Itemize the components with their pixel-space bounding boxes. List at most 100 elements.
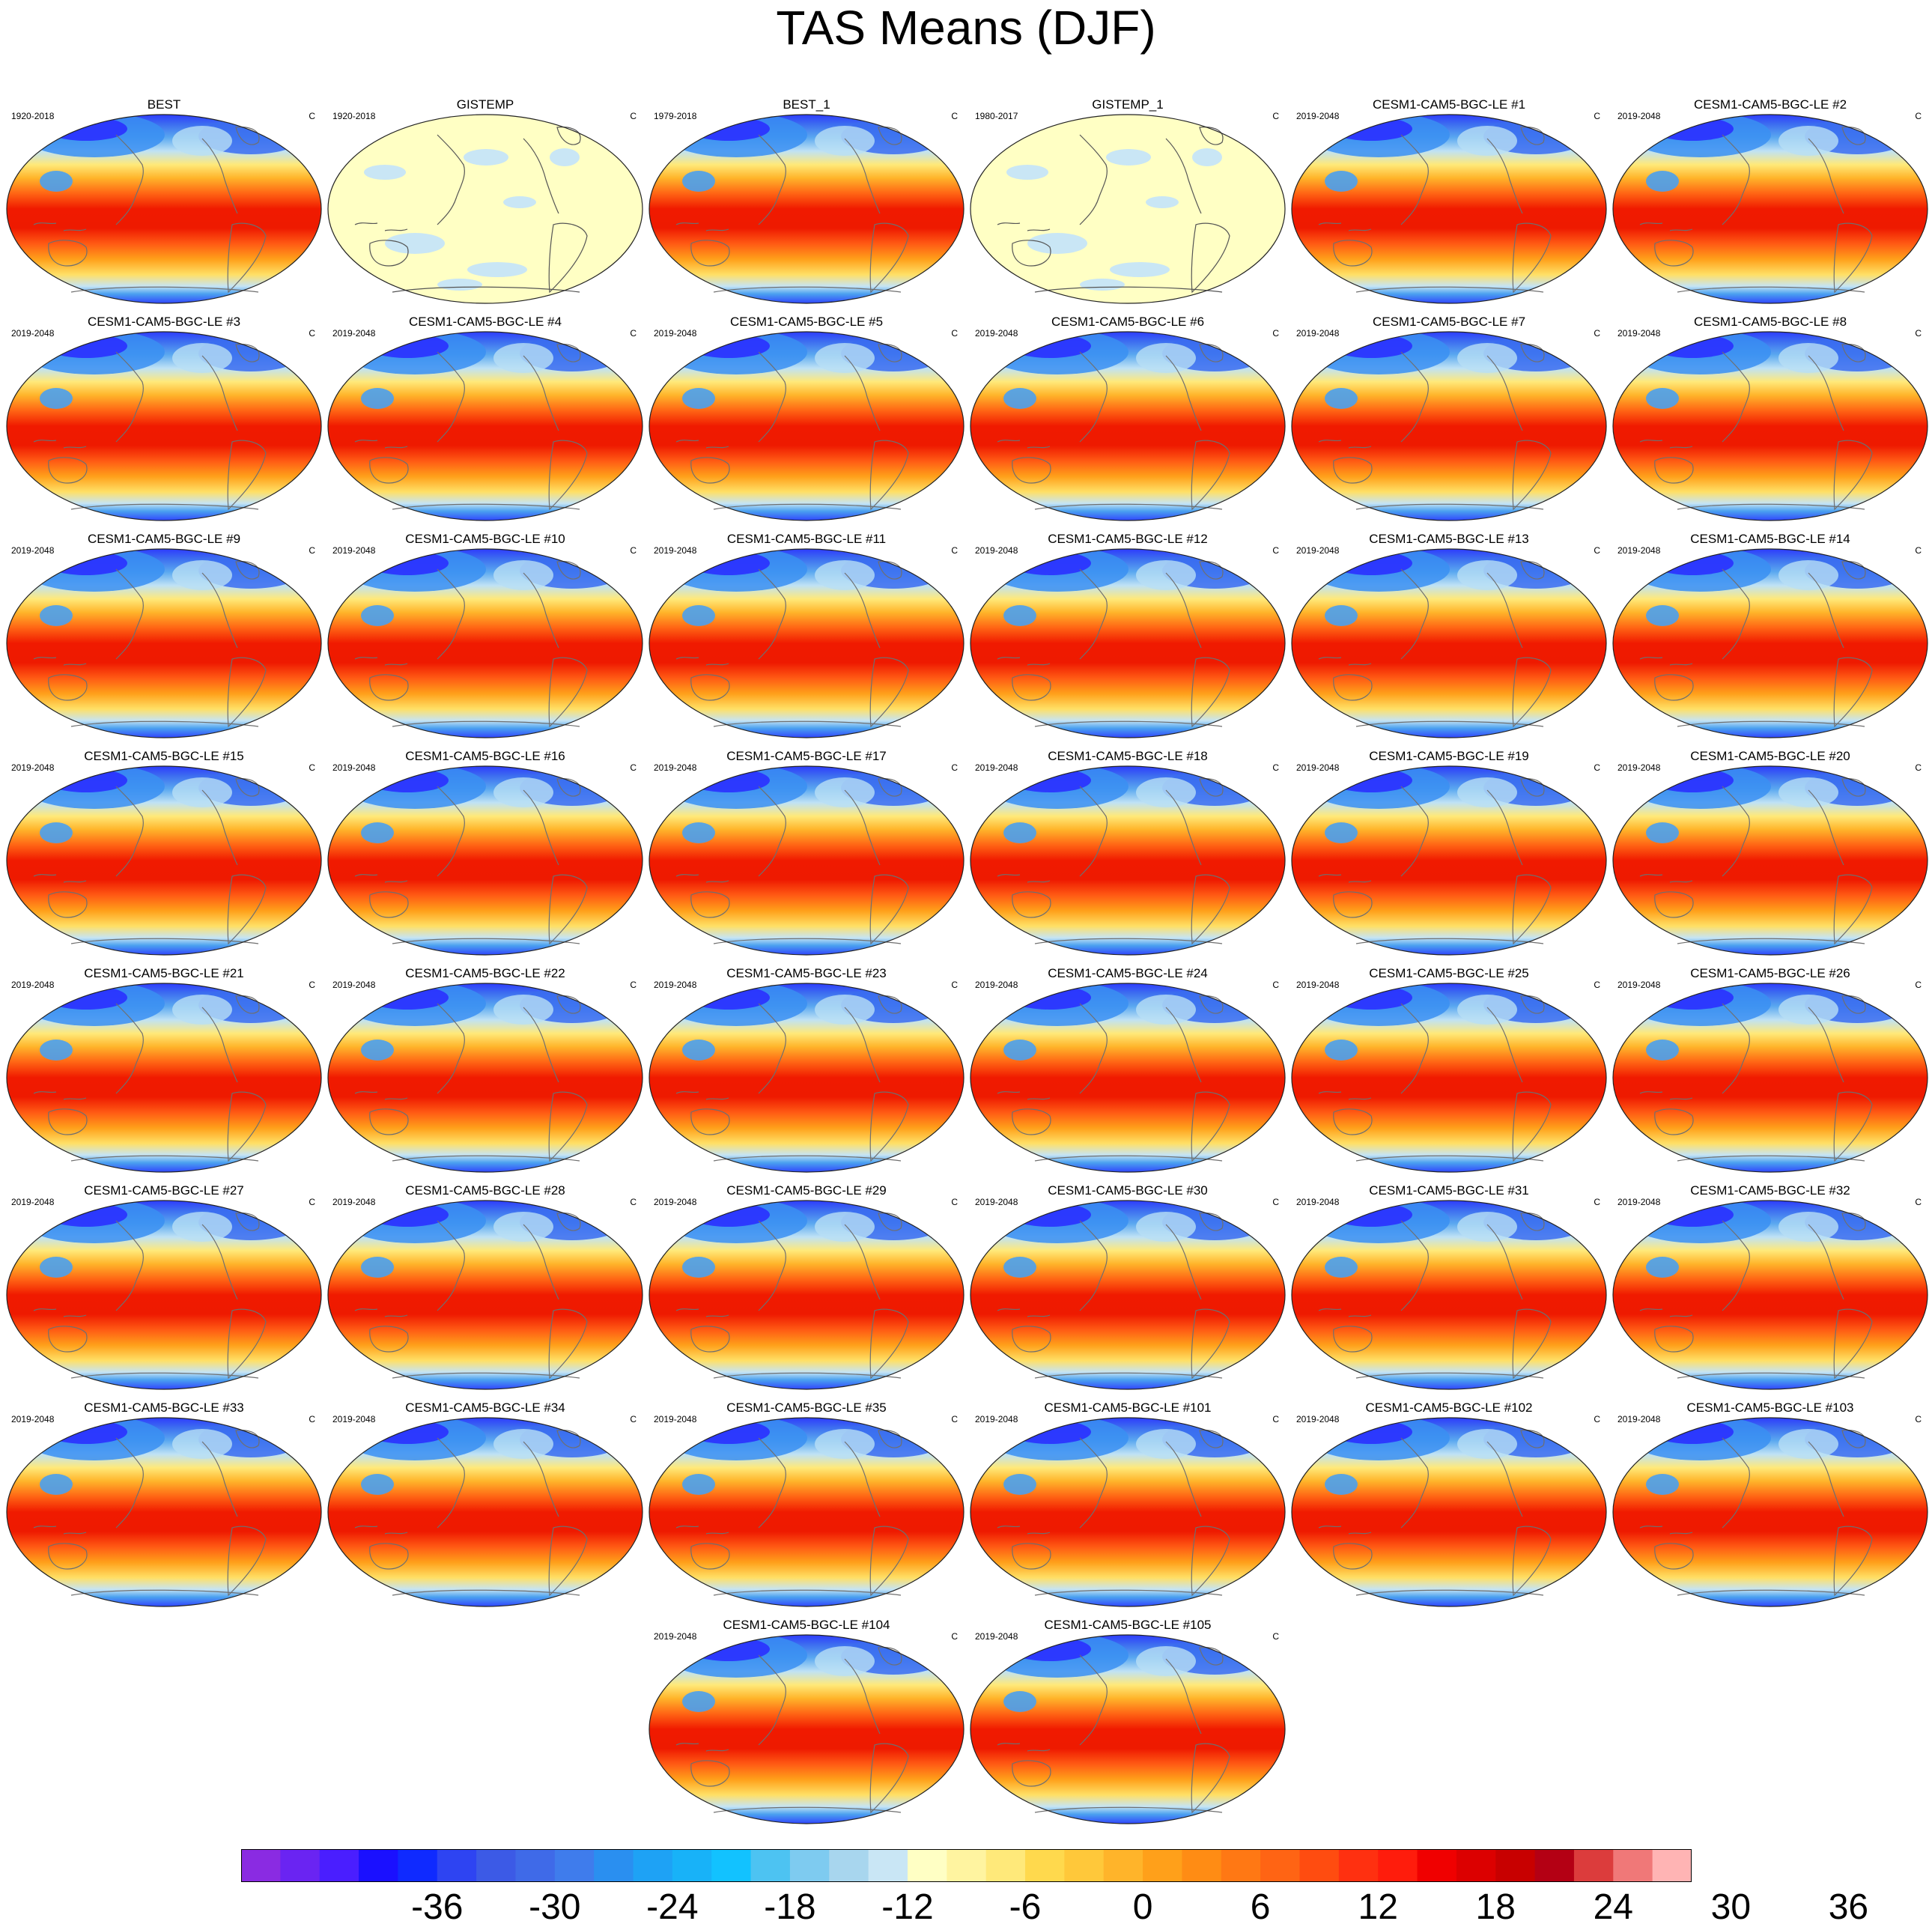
panel-title: CESM1-CAM5-BGC-LE #7: [1372, 315, 1526, 329]
panel-years: 2019-2048: [1296, 1414, 1340, 1424]
coastlines: [675, 1647, 909, 1814]
panel-units: C: [1594, 545, 1600, 556]
map-panel: CESM1-CAM5-BGC-LE #104 2019-2048 C: [646, 1616, 967, 1826]
coastlines: [1639, 344, 1873, 511]
panel-title: CESM1-CAM5-BGC-LE #24: [1048, 966, 1208, 980]
coastlines: [1318, 995, 1552, 1162]
map-border: [970, 331, 1286, 521]
colorbar-swatch: [1103, 1849, 1143, 1882]
robinson-map: [1291, 765, 1607, 956]
panel-years: 2019-2048: [11, 1414, 55, 1424]
colorbar-tick-label: -24: [646, 1887, 699, 1927]
map-panel: CESM1-CAM5-BGC-LE #19 2019-2048 C: [1289, 747, 1609, 957]
panel-title: CESM1-CAM5-BGC-LE #20: [1690, 749, 1850, 763]
panel-units: C: [951, 1631, 958, 1642]
robinson-map: [970, 1417, 1286, 1607]
panel-years: 2019-2048: [975, 1197, 1018, 1207]
panel-years: 1920-2018: [11, 111, 55, 121]
colorbar-swatch: [1456, 1849, 1496, 1882]
map-border: [6, 983, 322, 1173]
colorbar-swatch: [554, 1849, 595, 1882]
coastlines: [354, 1213, 588, 1380]
robinson-map: [327, 1417, 643, 1607]
panel-title: CESM1-CAM5-BGC-LE #14: [1690, 532, 1850, 546]
panel-years: 1979-2018: [654, 111, 697, 121]
colorbar-swatch: [750, 1849, 791, 1882]
panel-units: C: [951, 111, 958, 121]
colorbar-swatch: [633, 1849, 673, 1882]
panel-title: CESM1-CAM5-BGC-LE #12: [1048, 532, 1208, 546]
map-panel: CESM1-CAM5-BGC-LE #26 2019-2048 C: [1610, 965, 1931, 1174]
panel-years: 2019-2048: [1617, 762, 1661, 773]
robinson-map: [970, 1634, 1286, 1824]
map-panel: CESM1-CAM5-BGC-LE #14 2019-2048 C: [1610, 530, 1931, 740]
map-panel: CESM1-CAM5-BGC-LE #15 2019-2048 C: [4, 747, 324, 957]
map-panel: GISTEMP 1920-2018 C: [325, 96, 645, 306]
map-border: [327, 331, 643, 521]
robinson-map: [1612, 1417, 1928, 1607]
panel-years: 2019-2048: [975, 762, 1018, 773]
colorbar-tick-label: 24: [1593, 1887, 1633, 1927]
panel-years: 2019-2048: [654, 1197, 697, 1207]
panel-units: C: [1594, 980, 1600, 990]
map-border: [648, 983, 965, 1173]
colorbar-swatch: [907, 1849, 947, 1882]
map-panel: CESM1-CAM5-BGC-LE #23 2019-2048 C: [646, 965, 967, 1174]
map-border: [6, 114, 322, 304]
panel-title: CESM1-CAM5-BGC-LE #33: [84, 1401, 244, 1415]
coastlines: [354, 561, 588, 728]
colorbar-swatch: [437, 1849, 477, 1882]
panel-units: C: [1272, 762, 1279, 773]
panel-years: 2019-2048: [332, 980, 376, 990]
coastlines: [997, 561, 1230, 728]
robinson-map: [648, 983, 965, 1173]
robinson-map: [648, 1417, 965, 1607]
panel-title: CESM1-CAM5-BGC-LE #28: [405, 1183, 565, 1198]
map-panel: CESM1-CAM5-BGC-LE #7 2019-2048 C: [1289, 313, 1609, 523]
panel-units: C: [630, 328, 637, 339]
robinson-map: [6, 1200, 322, 1390]
colorbar-swatch: [476, 1849, 516, 1882]
coastlines: [354, 778, 588, 945]
map-panel: CESM1-CAM5-BGC-LE #24 2019-2048 C: [967, 965, 1288, 1174]
coastlines: [997, 344, 1230, 511]
panel-years: 2019-2048: [1296, 111, 1340, 121]
colorbar-frame: [241, 1849, 1692, 1882]
robinson-map: [327, 331, 643, 521]
coastlines: [997, 1647, 1230, 1814]
robinson-map: [970, 1200, 1286, 1390]
coastlines: [1318, 1430, 1552, 1597]
map-border: [327, 1417, 643, 1607]
map-panel: CESM1-CAM5-BGC-LE #1 2019-2048 C: [1289, 96, 1609, 306]
coastlines: [33, 778, 267, 945]
colorbar-tick-label: -30: [529, 1887, 581, 1927]
map-panel: CESM1-CAM5-BGC-LE #27 2019-2048 C: [4, 1182, 324, 1392]
map-border: [327, 983, 643, 1173]
robinson-map: [648, 1634, 965, 1824]
colorbar-swatch: [515, 1849, 556, 1882]
panel-years: 2019-2048: [332, 762, 376, 773]
map-panel: CESM1-CAM5-BGC-LE #105 2019-2048 C: [967, 1616, 1288, 1826]
colorbar-swatch: [1378, 1849, 1418, 1882]
colorbar-swatch: [1613, 1849, 1653, 1882]
robinson-map: [648, 1200, 965, 1390]
map-panel: CESM1-CAM5-BGC-LE #33 2019-2048 C: [4, 1399, 324, 1609]
coastlines: [675, 1213, 909, 1380]
map-panel: CESM1-CAM5-BGC-LE #102 2019-2048 C: [1289, 1399, 1609, 1609]
panel-units: C: [309, 328, 315, 339]
robinson-map: [970, 114, 1286, 304]
colorbar-swatch: [1143, 1849, 1182, 1882]
coastlines: [354, 127, 588, 294]
map-panel: CESM1-CAM5-BGC-LE #31 2019-2048 C: [1289, 1182, 1609, 1392]
panel-units: C: [1915, 980, 1922, 990]
panel-title: BEST_1: [783, 97, 830, 112]
coastlines: [1639, 561, 1873, 728]
panel-years: 2019-2048: [332, 328, 376, 339]
map-border: [1612, 548, 1928, 738]
panel-title: CESM1-CAM5-BGC-LE #31: [1369, 1183, 1529, 1198]
map-panel: CESM1-CAM5-BGC-LE #20 2019-2048 C: [1610, 747, 1931, 957]
coastlines: [354, 995, 588, 1162]
robinson-map: [1612, 114, 1928, 304]
map-panel: GISTEMP_1 1980-2017 C: [967, 96, 1288, 306]
panel-title: CESM1-CAM5-BGC-LE #17: [726, 749, 887, 763]
